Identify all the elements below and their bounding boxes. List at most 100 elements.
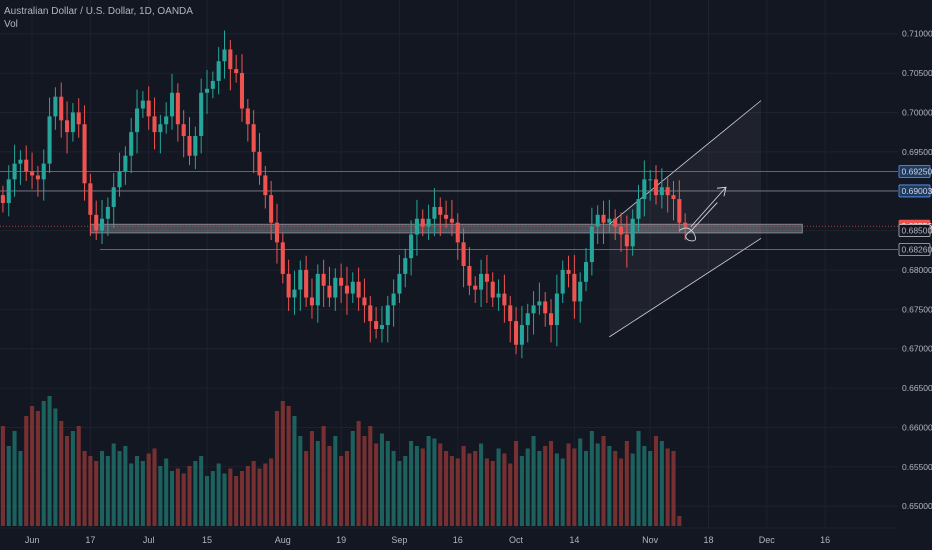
candle xyxy=(245,108,250,125)
candle xyxy=(18,159,23,164)
volume-bar xyxy=(554,453,559,526)
volume-bar xyxy=(53,408,58,526)
volume-bar xyxy=(502,453,507,526)
volume-bar xyxy=(642,446,647,526)
time-tick-label: Oct xyxy=(509,535,524,545)
volume-bar xyxy=(595,443,600,526)
volume-bar xyxy=(181,473,186,526)
volume-bar xyxy=(146,453,151,526)
volume-bar xyxy=(76,426,81,526)
volume-bar xyxy=(169,471,175,526)
candle xyxy=(30,171,35,176)
volume-bar xyxy=(350,431,355,526)
candle xyxy=(653,179,659,196)
candle xyxy=(59,96,64,121)
volume-bar xyxy=(385,441,390,526)
price-level-box xyxy=(898,184,931,198)
candle xyxy=(280,242,285,274)
volume-bar xyxy=(455,458,460,526)
candle xyxy=(560,269,565,294)
volume-bar xyxy=(152,448,157,526)
candle xyxy=(210,80,215,89)
candle xyxy=(677,199,682,223)
volume-bar xyxy=(164,458,169,526)
candle xyxy=(379,325,384,329)
volume-bar xyxy=(304,451,309,526)
candle xyxy=(490,281,495,298)
volume-bar xyxy=(543,446,548,526)
candle xyxy=(222,49,227,62)
volume-bar xyxy=(234,476,239,526)
candle xyxy=(514,321,519,345)
candle xyxy=(88,183,93,215)
channel-lower-line xyxy=(609,238,762,338)
candle xyxy=(339,277,344,286)
volume-bar xyxy=(41,401,46,526)
price-tick-label: 0.69500 xyxy=(902,147,932,157)
candle xyxy=(82,124,87,184)
candle xyxy=(344,285,349,294)
candle xyxy=(449,218,454,223)
volume-bar xyxy=(677,516,682,526)
volume-bar xyxy=(519,456,524,526)
candle xyxy=(484,273,489,282)
volume-bar xyxy=(274,411,280,526)
candle xyxy=(350,281,355,294)
time-axis: Jun 17 Jul 15 Aug 19 Sep 16 Oct 14 Nov 18 Dec 16 xyxy=(0,527,898,550)
candle xyxy=(274,222,280,243)
projection-path xyxy=(679,202,718,242)
candle xyxy=(374,321,379,329)
volume-bar xyxy=(280,401,285,526)
candle xyxy=(496,293,501,298)
volume-bar xyxy=(496,448,501,526)
candle xyxy=(76,112,81,125)
volume-bar xyxy=(30,406,35,526)
volume-bar xyxy=(467,453,472,526)
volume-bar xyxy=(105,456,110,526)
volume-bar xyxy=(292,416,297,526)
volume-bar xyxy=(671,451,676,526)
price-tick-label: 0.65500 xyxy=(902,462,932,472)
candle xyxy=(158,124,163,133)
candle xyxy=(327,285,332,298)
time-tick-label: 16 xyxy=(453,535,463,545)
price-tick-label: 0.65000 xyxy=(902,501,932,511)
candle xyxy=(438,206,443,215)
candles xyxy=(0,30,688,359)
time-tick-label: Aug xyxy=(275,535,291,545)
candle xyxy=(613,218,618,227)
volume-bar xyxy=(24,416,29,526)
candle xyxy=(368,305,373,322)
candle xyxy=(554,293,559,326)
candle xyxy=(199,92,204,137)
volume-bar xyxy=(251,461,256,526)
candle xyxy=(595,214,600,227)
volume-bar xyxy=(339,456,344,526)
candle xyxy=(164,116,169,125)
price-level-text: 0.69003 xyxy=(902,186,932,196)
candle xyxy=(251,124,256,152)
symbol-title: Australian Dollar / U.S. Dollar, 1D, OAN… xyxy=(4,6,193,17)
volume-bar xyxy=(210,471,215,526)
volume-bar xyxy=(65,436,70,526)
volume-bar xyxy=(432,438,437,526)
time-tick-label: 18 xyxy=(703,535,713,545)
price-tick-label: 0.70500 xyxy=(902,68,932,78)
candle xyxy=(601,214,606,223)
candle xyxy=(181,124,186,137)
candle xyxy=(519,325,524,345)
candle xyxy=(263,175,268,196)
candle xyxy=(0,195,5,203)
candle xyxy=(187,136,192,156)
price-tick-label: 0.70000 xyxy=(902,107,932,117)
volume-bar xyxy=(187,466,192,526)
candle xyxy=(152,116,157,133)
candle xyxy=(304,269,309,298)
time-tick-label: Jun xyxy=(25,535,40,545)
candle xyxy=(479,273,484,290)
volume-bar xyxy=(479,443,484,526)
candle xyxy=(129,132,134,156)
volume-bar xyxy=(665,448,670,526)
volume-bar xyxy=(379,433,384,526)
